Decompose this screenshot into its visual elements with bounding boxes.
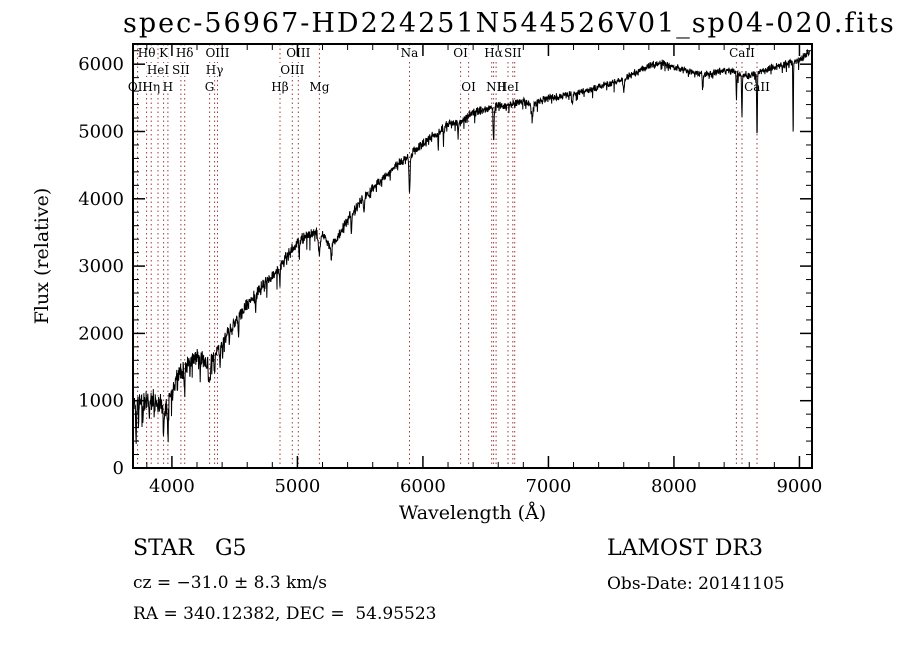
svg-text:Hδ: Hδ <box>176 46 194 60</box>
svg-text:HeI: HeI <box>147 63 170 77</box>
svg-text:OI: OI <box>461 80 476 94</box>
svg-text:9000: 9000 <box>776 476 822 497</box>
ra-dec-value: RA = 340.12382, DEC = 54.95523 <box>133 604 437 624</box>
svg-text:7000: 7000 <box>525 476 571 497</box>
svg-text:CaII: CaII <box>729 46 755 60</box>
svg-text:SII: SII <box>172 63 190 77</box>
svg-text:5000: 5000 <box>78 122 124 143</box>
svg-text:HeI: HeI <box>497 80 520 94</box>
svg-text:5000: 5000 <box>274 476 320 497</box>
svg-text:Hα: Hα <box>484 46 503 60</box>
spectral-line-markers <box>137 44 758 468</box>
plot-title: spec-56967-HD224251N544526V01_sp04-020.f… <box>123 8 896 39</box>
svg-text:G: G <box>205 80 215 94</box>
svg-text:Hβ: Hβ <box>271 80 288 94</box>
svg-text:4000: 4000 <box>149 476 195 497</box>
svg-text:SII: SII <box>504 46 522 60</box>
svg-text:OIII: OIII <box>280 63 304 77</box>
y-axis-label: Flux (relative) <box>31 187 53 325</box>
svg-text:Hγ: Hγ <box>206 63 224 77</box>
tick-labels: 4000 5000 6000 7000 8000 9000 0 1000 2000 3000 400… <box>78 54 822 497</box>
svg-text:3000: 3000 <box>78 256 124 277</box>
obs-date: Obs-Date: 20141105 <box>607 574 785 594</box>
svg-text:CaII: CaII <box>744 80 770 94</box>
svg-text:4000: 4000 <box>78 189 124 210</box>
svg-text:Mg: Mg <box>309 80 329 94</box>
survey-label: LAMOST DR3 <box>607 536 763 561</box>
svg-text:6000: 6000 <box>400 476 446 497</box>
svg-text:6000: 6000 <box>78 54 124 75</box>
svg-text:1000: 1000 <box>78 391 124 412</box>
svg-text:H: H <box>163 80 173 94</box>
svg-text:Hθ: Hθ <box>138 46 156 60</box>
axes <box>132 43 813 469</box>
svg-text:2000: 2000 <box>78 323 124 344</box>
svg-text:0: 0 <box>113 458 124 479</box>
object-class-label: STAR G5 <box>133 536 247 561</box>
x-axis-label: Wavelength (Å) <box>398 502 547 524</box>
svg-text:OIII: OIII <box>205 46 229 60</box>
cz-value: cz = −31.0 ± 8.3 km/s <box>133 573 327 593</box>
svg-text:NII: NII <box>486 80 506 94</box>
svg-text:OI: OI <box>453 46 468 60</box>
spectrum-trace <box>133 48 810 444</box>
line-label-backgrounds <box>125 46 773 93</box>
svg-text:Hη: Hη <box>142 80 160 94</box>
svg-text:OIII: OIII <box>286 46 310 60</box>
svg-text:Na: Na <box>401 46 419 60</box>
svg-text:8000: 8000 <box>651 476 697 497</box>
svg-text:K: K <box>159 46 169 60</box>
